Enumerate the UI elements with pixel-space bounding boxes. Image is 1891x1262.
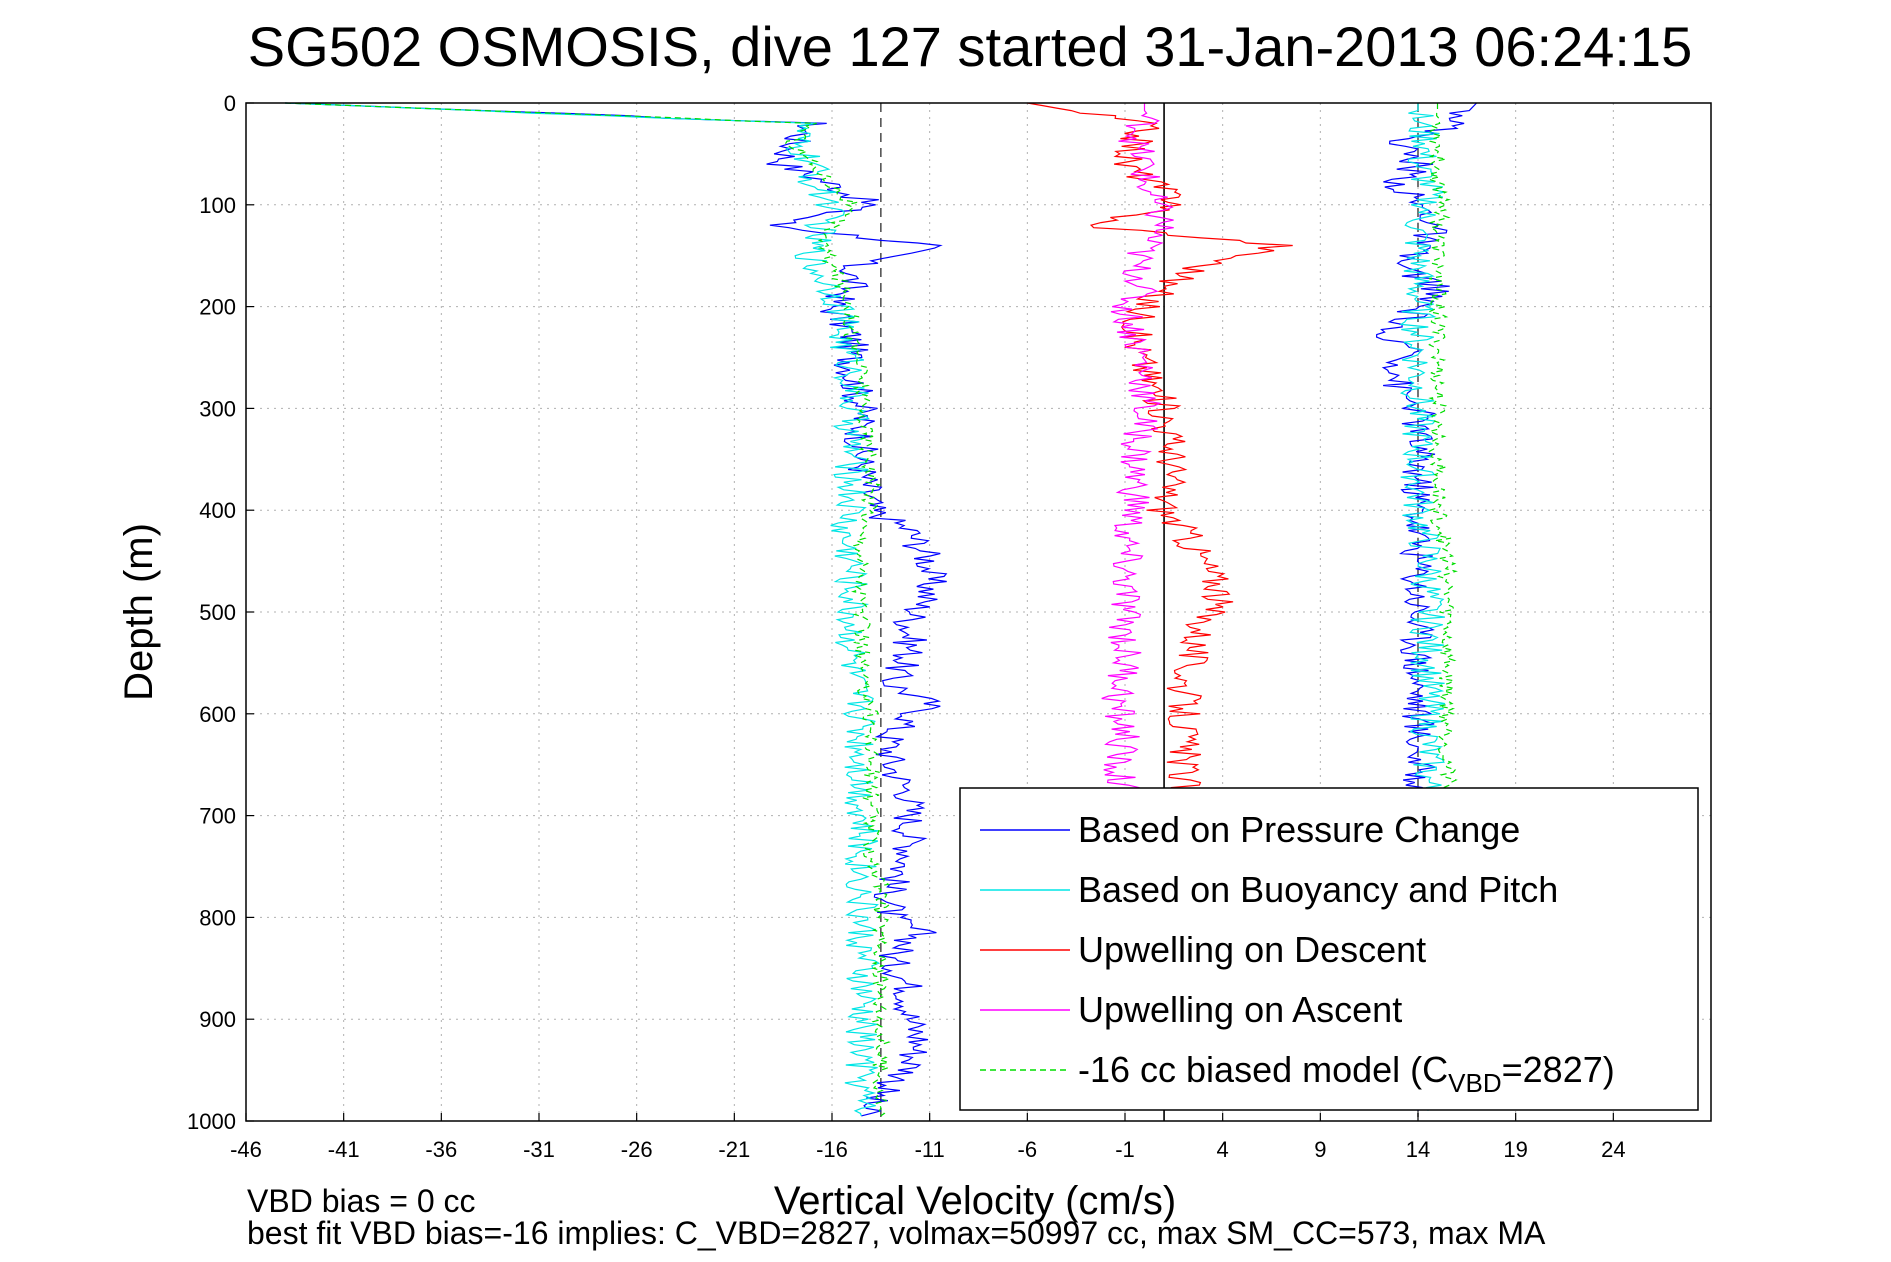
x-tick-label: 4 <box>1217 1137 1229 1162</box>
x-tick-label: -11 <box>915 1137 945 1162</box>
x-tick-label: -31 <box>523 1137 555 1162</box>
tick-labels: -46 -41 -36 -31 -26 -21 -16 -11 -6 -1 4 9 14 19 24 0 100… <box>187 91 1626 1162</box>
legend-label: Upwelling on Ascent <box>1078 989 1402 1030</box>
series-line-4 <box>285 102 892 1117</box>
x-tick-label: 24 <box>1601 1137 1625 1162</box>
x-tick-label: -46 <box>230 1137 262 1162</box>
x-tick-label: -21 <box>718 1137 750 1162</box>
x-tick-label: -26 <box>621 1137 653 1162</box>
x-tick-label: 14 <box>1406 1137 1430 1162</box>
y-tick-label: 1000 <box>187 1109 236 1134</box>
vbd-bias-note: VBD bias = 0 cc <box>247 1183 476 1219</box>
series-lines <box>285 102 1478 1117</box>
y-tick-label: 600 <box>199 702 236 727</box>
y-tick-label: 300 <box>199 396 236 421</box>
y-tick-label: 500 <box>199 600 236 625</box>
series-line-3 <box>1101 103 1174 796</box>
best-fit-note: best fit VBD bias=-16 implies: C_VBD=282… <box>247 1215 1546 1251</box>
legend-label: Based on Pressure Change <box>1078 809 1520 850</box>
x-tick-label: -6 <box>1018 1137 1038 1162</box>
series-line-2 <box>1027 102 1293 796</box>
y-tick-label: 700 <box>199 804 236 829</box>
y-tick-label: 0 <box>224 91 236 116</box>
legend: Based on Pressure Change Based on Buoyanc… <box>959 787 1699 1111</box>
x-tick-label: -41 <box>328 1137 360 1162</box>
y-tick-label: 100 <box>199 193 236 218</box>
y-axis-label: Depth (m) <box>117 523 161 701</box>
chart-title: SG502 OSMOSIS, dive 127 started 31-Jan-2… <box>248 15 1692 78</box>
x-tick-label: -36 <box>425 1137 457 1162</box>
x-tick-label: -16 <box>816 1137 848 1162</box>
y-tick-label: 400 <box>199 498 236 523</box>
x-tick-label: 9 <box>1314 1137 1326 1162</box>
x-tick-label: 19 <box>1503 1137 1527 1162</box>
legend-label: Upwelling on Descent <box>1078 929 1426 970</box>
y-tick-label: 900 <box>199 1007 236 1032</box>
x-axis-label: Vertical Velocity (cm/s) <box>774 1179 1176 1223</box>
legend-label: Based on Buoyancy and Pitch <box>1078 869 1558 910</box>
series-line-0 <box>285 102 948 1117</box>
series-line-1 <box>285 102 881 1117</box>
legend-label: -16 cc biased model (CVBD=2827) <box>1078 1049 1615 1098</box>
x-tick-label: -1 <box>1115 1137 1135 1162</box>
legend-box <box>959 787 1699 1111</box>
y-tick-label: 200 <box>199 295 236 320</box>
y-tick-label: 800 <box>199 905 236 930</box>
